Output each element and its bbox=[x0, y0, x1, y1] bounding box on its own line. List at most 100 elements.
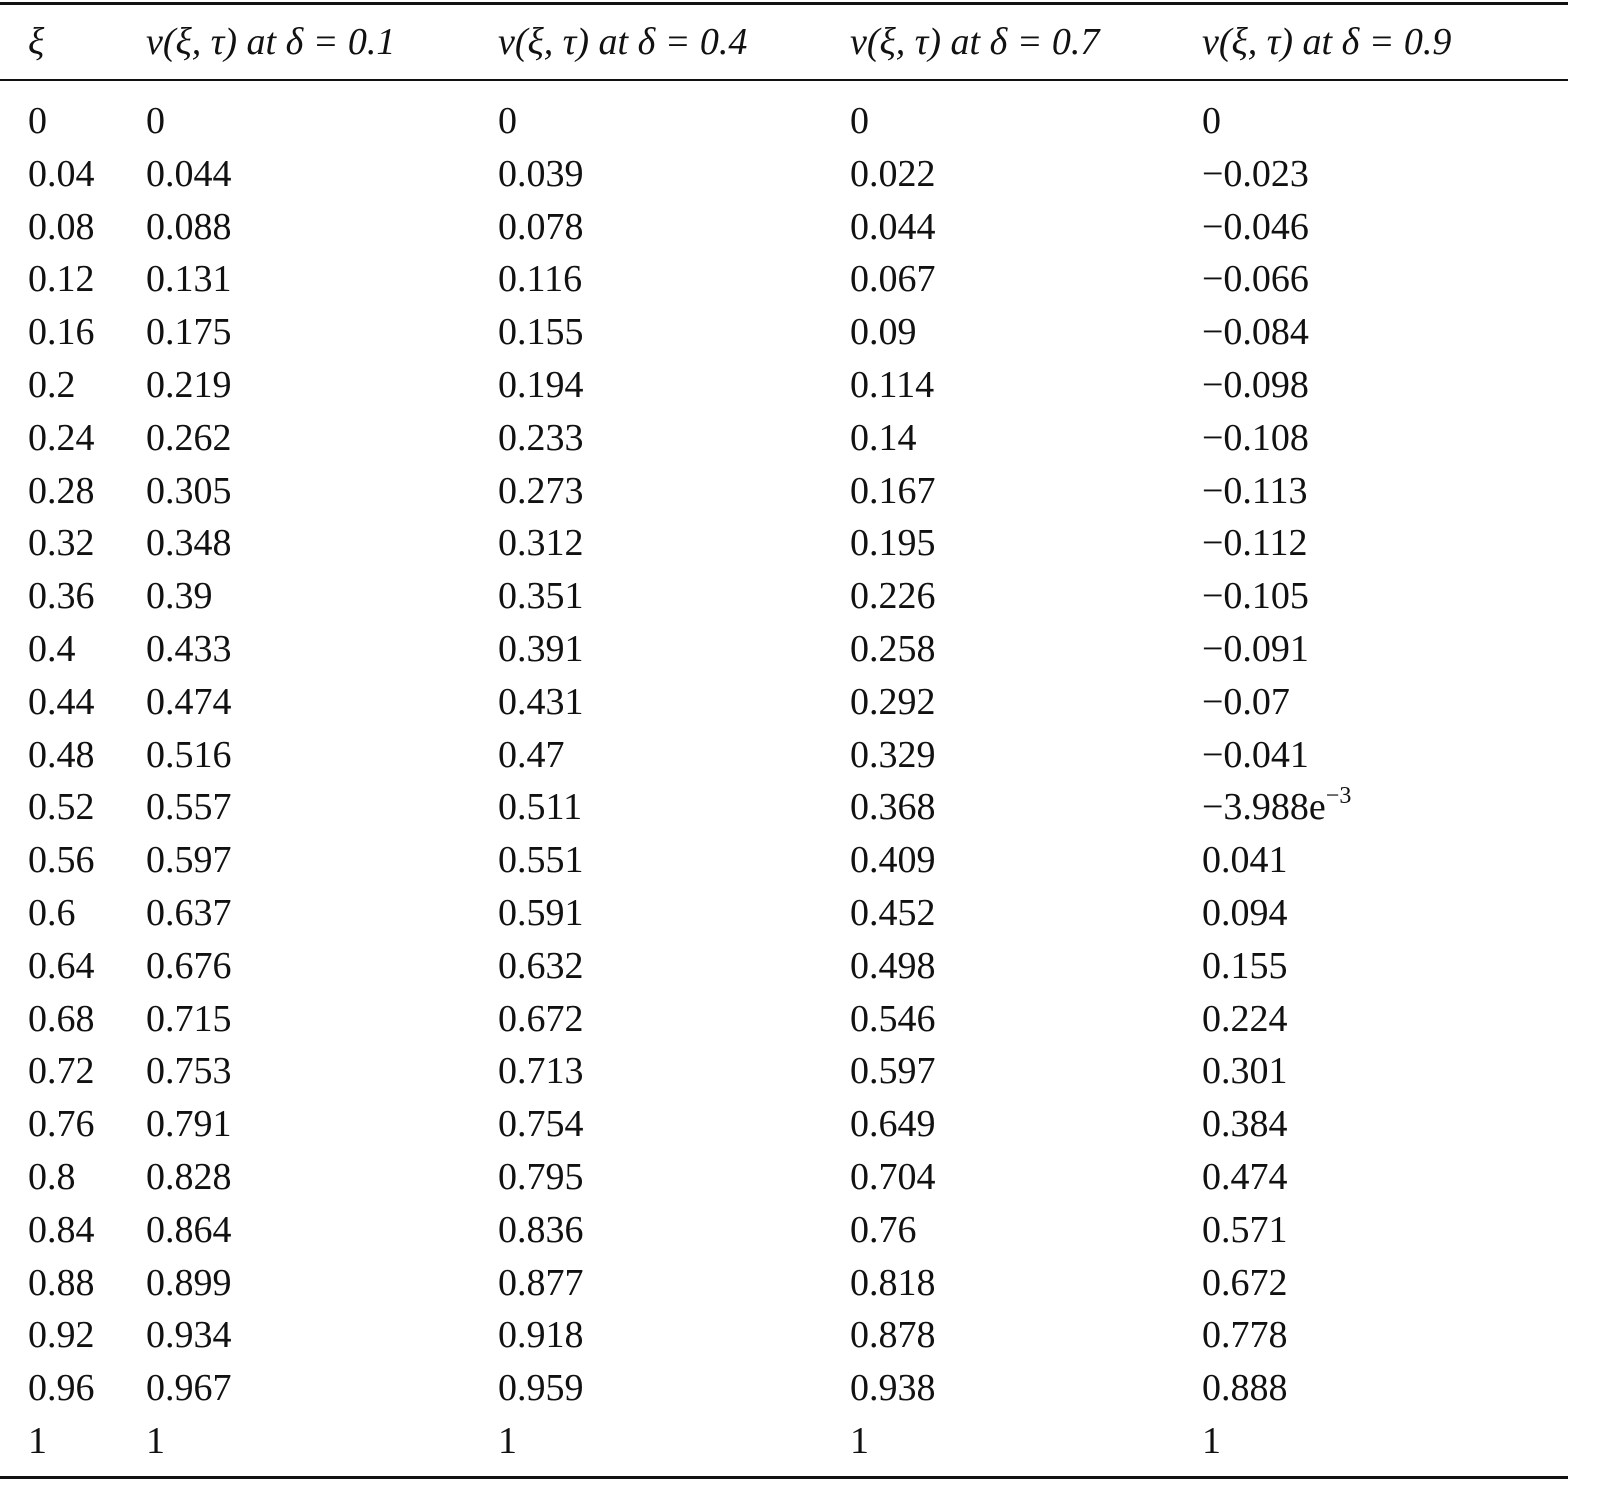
table-cell: 0.195 bbox=[850, 522, 936, 565]
table-cell: −0.091 bbox=[1202, 628, 1309, 670]
table-cell: 0.194 bbox=[498, 364, 584, 406]
table-cell: 0.09 bbox=[850, 311, 917, 354]
table-cell: 0.12 bbox=[28, 258, 95, 301]
table-cell: 0.934 bbox=[146, 1314, 232, 1357]
table-cell: 0.649 bbox=[850, 1103, 936, 1146]
table-cell: −0.07 bbox=[1202, 680, 1290, 723]
table-cell: 0.2 bbox=[28, 364, 76, 406]
table-cell: 0.44 bbox=[28, 680, 95, 723]
table-cell: 0.24 bbox=[28, 416, 95, 459]
table-cell: 0.878 bbox=[850, 1314, 936, 1357]
table-cell: 0.632 bbox=[498, 944, 584, 987]
table-cell: 0.52 bbox=[28, 786, 95, 829]
table-cell: 0.818 bbox=[850, 1261, 936, 1304]
table-cell: 0.312 bbox=[498, 522, 584, 565]
table-cell: 0.84 bbox=[28, 1208, 95, 1251]
table-cell: −0.041 bbox=[1202, 733, 1309, 776]
table-cell: 0.557 bbox=[146, 786, 232, 829]
table-cell: 0.391 bbox=[498, 628, 584, 670]
table-cell: 0.131 bbox=[146, 258, 232, 301]
table-cell: 0.224 bbox=[1202, 997, 1288, 1040]
table-cell: 0.72 bbox=[28, 1050, 95, 1093]
table-cell: 0.672 bbox=[1202, 1261, 1288, 1304]
table-cell: 0.92 bbox=[28, 1314, 95, 1357]
table-cell: 0.292 bbox=[850, 680, 936, 723]
table-cell: 0.04 bbox=[28, 152, 95, 195]
table-cell: −3.988e−3 bbox=[1202, 784, 1351, 826]
table-cell: 0.676 bbox=[146, 944, 232, 987]
table-cell: 0.64 bbox=[28, 944, 95, 987]
table-cell: 0.56 bbox=[28, 839, 95, 882]
table-cell: 0.754 bbox=[498, 1103, 584, 1146]
header-cell: v(ξ, τ) at δ = 0.9 bbox=[1202, 21, 1452, 63]
table-cell: −0.023 bbox=[1202, 152, 1309, 195]
table-cell: 0.409 bbox=[850, 839, 936, 882]
table-cell: 0.116 bbox=[498, 258, 583, 301]
table-cell: −0.113 bbox=[1202, 469, 1308, 512]
header-rule bbox=[0, 79, 1568, 81]
table-cell: 0.591 bbox=[498, 892, 584, 934]
table-cell: 1 bbox=[498, 1420, 517, 1462]
table-cell: 0.226 bbox=[850, 575, 936, 618]
table-cell: 1 bbox=[146, 1420, 165, 1462]
table-cell: 0.094 bbox=[1202, 892, 1288, 934]
table-cell: 0.301 bbox=[1202, 1050, 1288, 1093]
table-cell: 0 bbox=[850, 100, 869, 142]
table-cell: 0.219 bbox=[146, 364, 232, 406]
table-cell: 0 bbox=[498, 100, 517, 142]
table-cell: 0.828 bbox=[146, 1156, 232, 1198]
header-cell: v(ξ, τ) at δ = 0.1 bbox=[146, 21, 396, 63]
table-cell: 1 bbox=[850, 1420, 869, 1462]
table-cell: 0.175 bbox=[146, 311, 232, 354]
table-cell: 0.329 bbox=[850, 733, 936, 776]
table-cell: 0.899 bbox=[146, 1261, 232, 1304]
table-cell: 0.68 bbox=[28, 997, 95, 1040]
table-cell: 0.36 bbox=[28, 575, 95, 618]
table-cell: −0.084 bbox=[1202, 311, 1309, 354]
header-cell: v(ξ, τ) at δ = 0.7 bbox=[850, 21, 1100, 63]
table-cell: 0.351 bbox=[498, 575, 584, 618]
table-cell: −0.108 bbox=[1202, 416, 1309, 459]
table-cell: 0.516 bbox=[146, 733, 232, 776]
table-cell: 0.88 bbox=[28, 1261, 95, 1304]
table-cell: 0.114 bbox=[850, 364, 935, 406]
table-cell: 0.637 bbox=[146, 892, 232, 934]
table-cell: 0.384 bbox=[1202, 1103, 1288, 1146]
table-cell: 0.474 bbox=[1202, 1156, 1288, 1198]
table-cell: 0.753 bbox=[146, 1050, 232, 1093]
table-cell: 0.48 bbox=[28, 733, 95, 776]
table-cell: 0.32 bbox=[28, 522, 95, 565]
table-cell: 0.452 bbox=[850, 892, 936, 934]
table-cell: 0.672 bbox=[498, 997, 584, 1040]
table-cell: 0.022 bbox=[850, 152, 936, 195]
table-cell: 0.273 bbox=[498, 469, 584, 512]
table-cell: 0.044 bbox=[850, 205, 936, 248]
table-cell: 0.597 bbox=[146, 839, 232, 882]
table-cell: 0.877 bbox=[498, 1261, 584, 1304]
table-cell: 0.431 bbox=[498, 680, 584, 723]
table-cell: 0.348 bbox=[146, 522, 232, 565]
table-cell: 0.08 bbox=[28, 205, 95, 248]
table-cell: 1 bbox=[28, 1420, 47, 1462]
top-rule bbox=[0, 2, 1568, 5]
header-cell: v(ξ, τ) at δ = 0.4 bbox=[498, 21, 748, 63]
table-cell: 1 bbox=[1202, 1420, 1221, 1462]
table-cell: 0 bbox=[1202, 100, 1221, 142]
table-cell: −0.112 bbox=[1202, 522, 1308, 565]
table-cell: 0.967 bbox=[146, 1367, 232, 1410]
table-cell: 0.088 bbox=[146, 205, 232, 248]
table-cell: 0.795 bbox=[498, 1156, 584, 1198]
table-cell: 0.571 bbox=[1202, 1208, 1288, 1251]
table-cell: 0.368 bbox=[850, 786, 936, 829]
table-cell: 0.76 bbox=[28, 1103, 95, 1146]
table-cell: 0.511 bbox=[498, 786, 583, 829]
cell-exponent: −3 bbox=[1325, 783, 1352, 810]
table-cell: 0.864 bbox=[146, 1208, 232, 1251]
table-cell: −0.046 bbox=[1202, 205, 1309, 248]
table-cell: 0.959 bbox=[498, 1367, 584, 1410]
table-cell: 0.39 bbox=[146, 575, 213, 618]
table-cell: 0.14 bbox=[850, 416, 917, 459]
table-cell: 0.791 bbox=[146, 1103, 232, 1146]
table-cell: 0.8 bbox=[28, 1156, 76, 1198]
